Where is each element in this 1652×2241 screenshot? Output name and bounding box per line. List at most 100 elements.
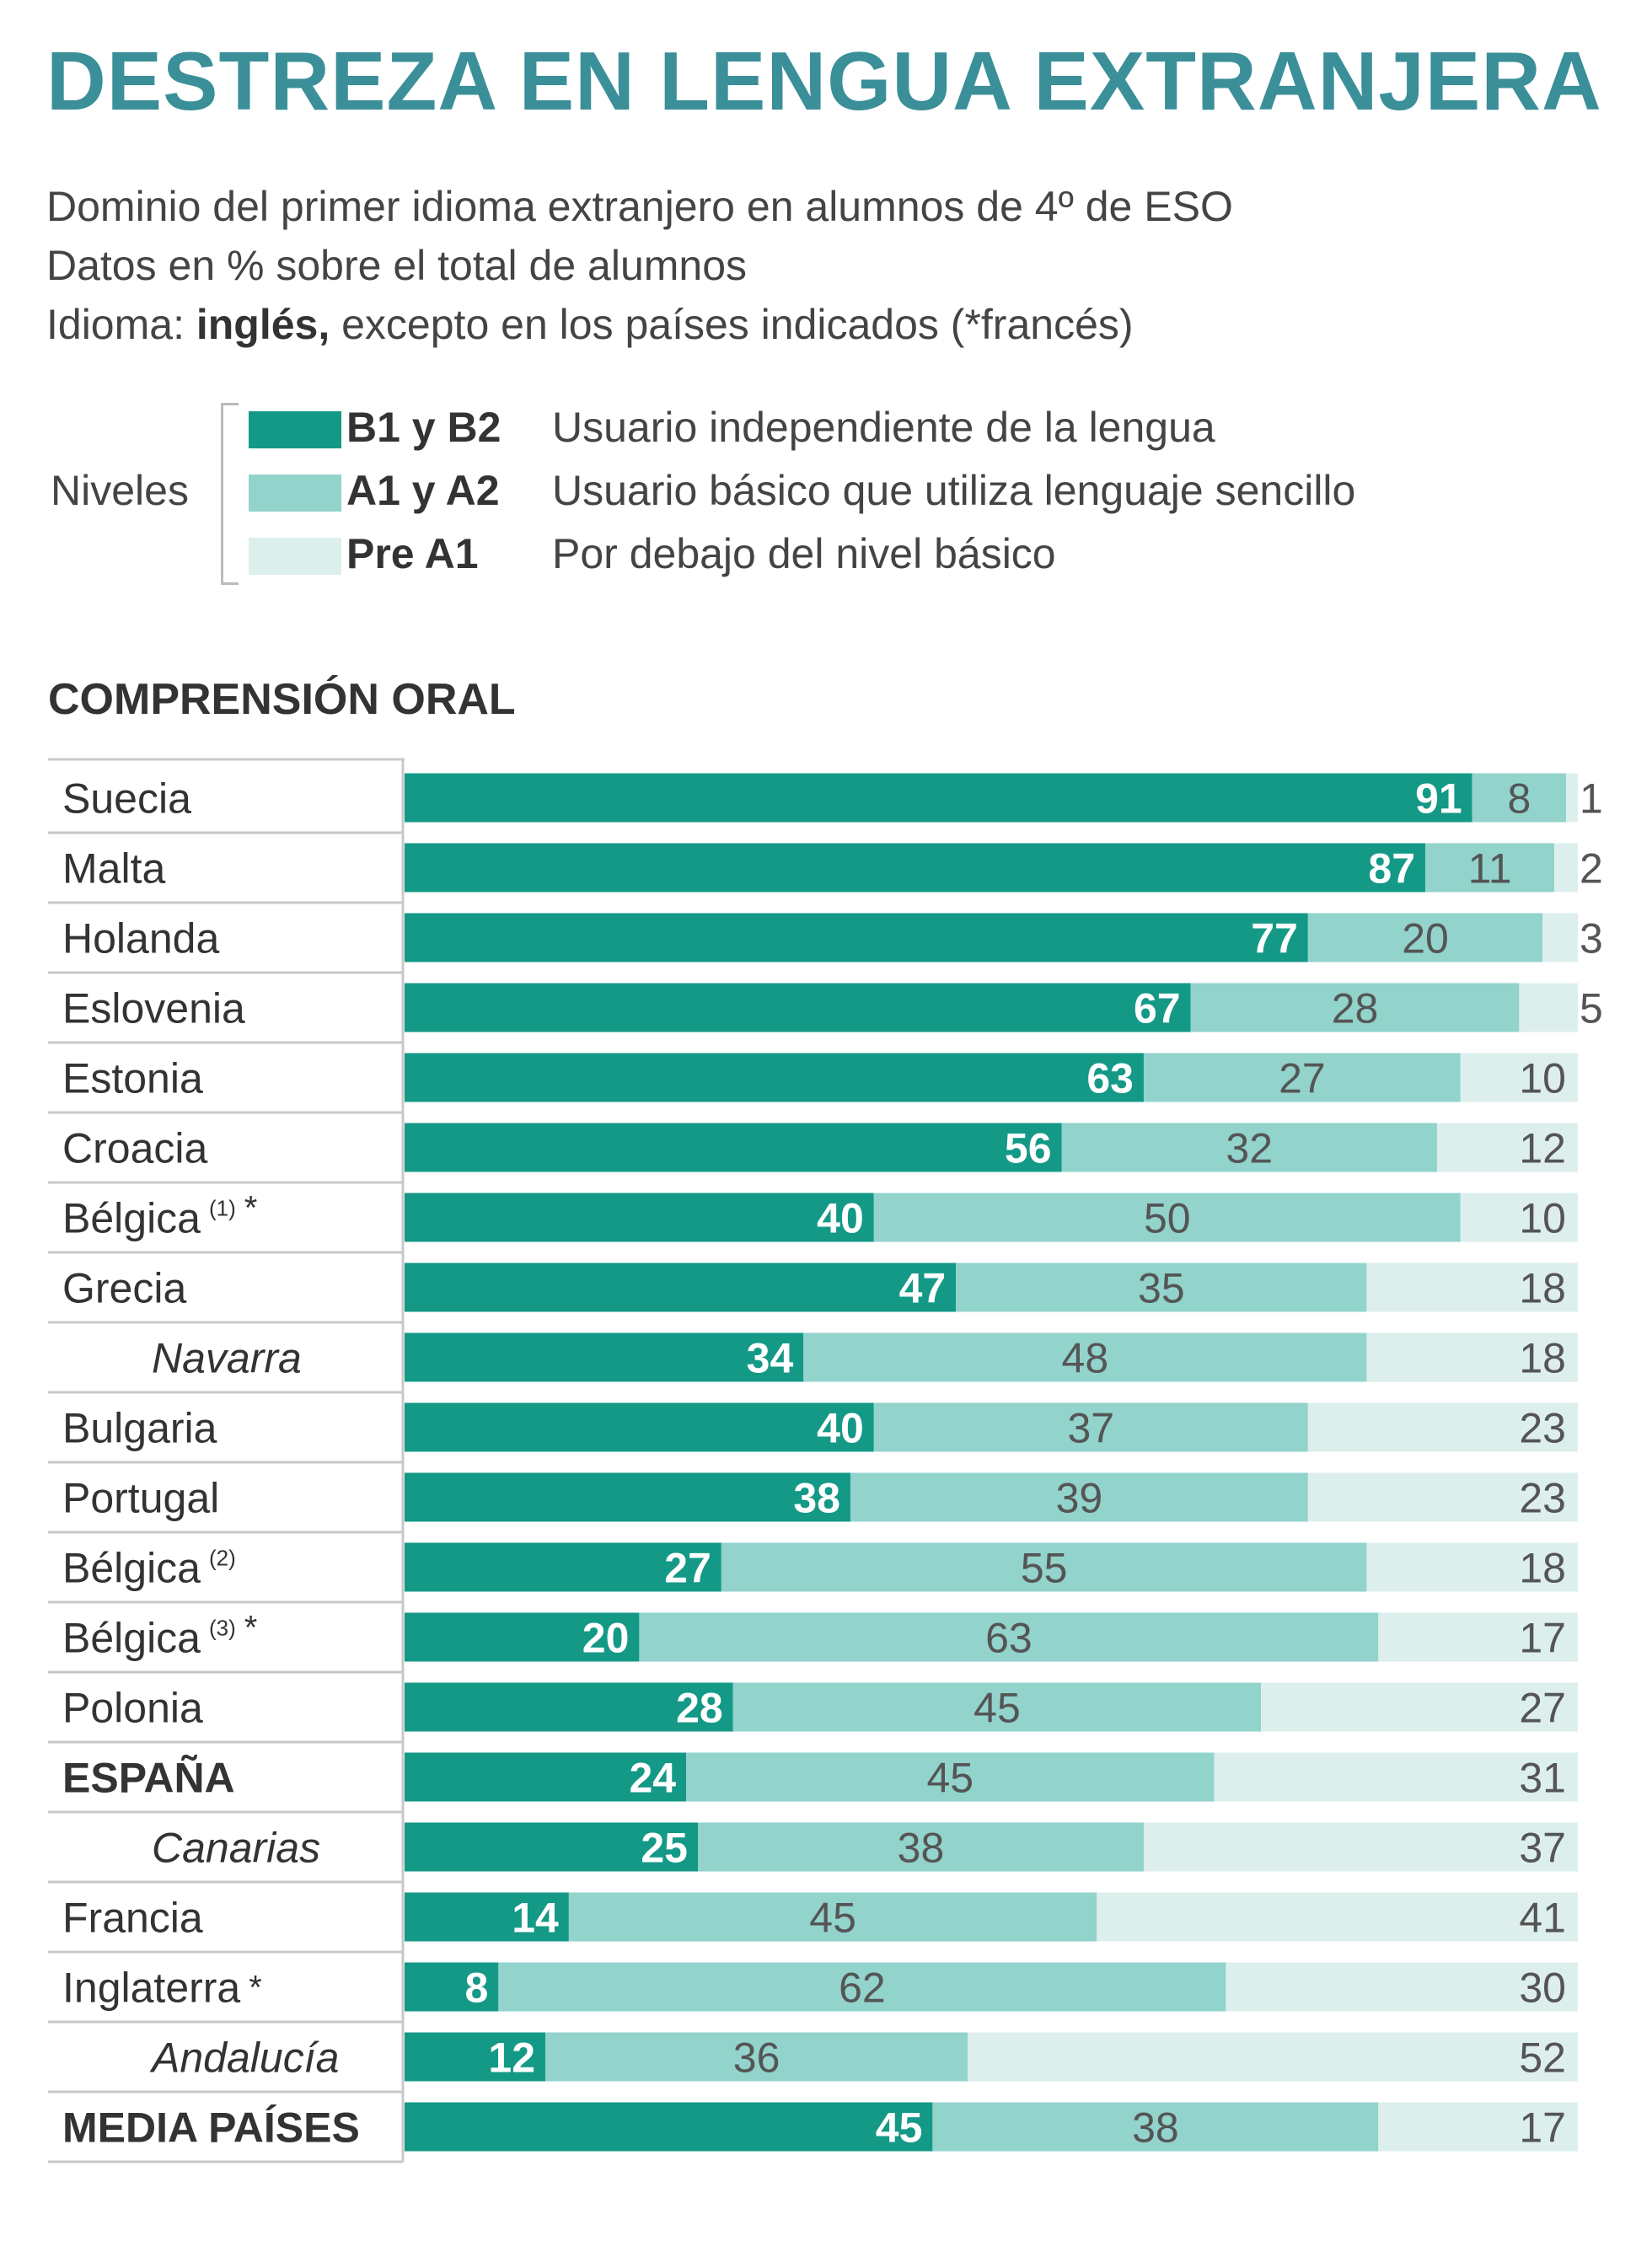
bar-segment	[1366, 1332, 1578, 1382]
data-label: 25	[641, 1825, 688, 1872]
bar-segment	[498, 1962, 1226, 2012]
data-label: 5	[1580, 985, 1603, 1032]
bar-segment	[1307, 1402, 1578, 1452]
data-label: 55	[1021, 1545, 1068, 1592]
chart-row: Grecia 47 35 18	[48, 1263, 1578, 1324]
category-label: Grecia	[62, 1265, 186, 1312]
bar-segment	[405, 913, 1308, 962]
data-label: 67	[1134, 985, 1181, 1032]
bar-segment	[1307, 1472, 1578, 1522]
data-label: 1	[1580, 775, 1603, 823]
data-label: 48	[1062, 1335, 1109, 1382]
data-label: 23	[1519, 1475, 1566, 1522]
bar-segment	[698, 1822, 1144, 1872]
data-label: 18	[1519, 1335, 1566, 1382]
data-label: 41	[1519, 1895, 1566, 1942]
chart-row: MEDIA PAÍSES 45 38 17	[48, 2102, 1578, 2163]
legend-swatch-prea1	[249, 538, 341, 575]
category-label: Suecia	[62, 775, 191, 823]
data-label: 40	[817, 1405, 864, 1452]
bar-segment	[968, 2032, 1578, 2082]
data-label: 45	[809, 1895, 856, 1942]
chart-row: Inglaterra * 8 62 30	[48, 1962, 1578, 2024]
bar-segment	[1519, 983, 1578, 1032]
legend-desc-prea1: Por debajo del nivel básico	[552, 530, 1056, 577]
bar-segment	[405, 1053, 1144, 1102]
bar-segment	[932, 2102, 1379, 2152]
bar-segment	[1143, 1822, 1578, 1872]
bar-segment	[639, 1612, 1379, 1662]
data-label: 34	[747, 1335, 794, 1382]
chart-row: Canarias 25 38 37	[48, 1822, 1578, 1884]
bar-segment	[405, 1402, 874, 1452]
category-label: Bélgica (3) *	[62, 1610, 257, 1662]
bar-segment	[545, 2032, 968, 2082]
category-label: Malta	[62, 845, 165, 893]
bar-segment	[850, 1472, 1308, 1522]
data-label: 10	[1519, 1195, 1566, 1242]
data-label: 87	[1368, 845, 1415, 893]
subtitle-line-1: Dominio del primer idioma extranjero en …	[46, 183, 1233, 230]
data-label: 14	[512, 1895, 559, 1942]
data-label: 32	[1226, 1125, 1273, 1172]
bar-segment	[568, 1892, 1097, 1942]
legend-desc-b1b2: Usuario independiente de la lengua	[552, 404, 1215, 451]
chart-row: Estonia 63 27 10	[48, 1053, 1578, 1114]
data-label: 27	[664, 1545, 711, 1592]
data-label: 11	[1468, 845, 1512, 893]
bar-segment	[1226, 1962, 1578, 2012]
bar-segment	[686, 1752, 1215, 1802]
category-label: Canarias	[152, 1825, 320, 1872]
data-label: 20	[1402, 915, 1449, 962]
chart-row: Suecia 91 8 1	[48, 773, 1603, 834]
chart-row: Malta 87 11 2	[48, 843, 1603, 904]
data-label: 63	[1086, 1055, 1134, 1102]
chart-row: Holanda 77 20 3	[48, 913, 1603, 974]
bar-segment	[405, 2102, 933, 2152]
subtitle-3-prefix: Idioma:	[46, 301, 196, 348]
data-label: 37	[1068, 1405, 1115, 1452]
data-label: 18	[1519, 1265, 1566, 1312]
data-label: 28	[676, 1685, 723, 1732]
bar-segment	[1366, 1263, 1578, 1312]
data-label: 8	[465, 1965, 489, 2012]
data-label: 10	[1519, 1055, 1566, 1102]
legend-swatch-a1a2	[249, 474, 341, 512]
data-label: 56	[1005, 1125, 1052, 1172]
data-label: 30	[1519, 1965, 1566, 2012]
data-label: 77	[1251, 915, 1298, 962]
subtitle-line-3: Idioma: inglés, excepto en los países in…	[46, 300, 1134, 349]
data-label: 37	[1519, 1825, 1566, 1872]
bar-segment	[1378, 2102, 1578, 2152]
data-label: 39	[1056, 1475, 1103, 1522]
category-label: Polonia	[62, 1685, 203, 1732]
data-label: 12	[1519, 1125, 1566, 1172]
chart-row: Portugal 38 39 23	[48, 1472, 1578, 1534]
category-label: Andalucía	[149, 2035, 339, 2082]
chart-row: Navarra 34 48 18	[48, 1332, 1578, 1394]
data-label: 27	[1279, 1055, 1326, 1102]
category-label: Estonia	[62, 1055, 203, 1102]
bar-segment	[405, 1123, 1062, 1172]
bar-segment	[956, 1263, 1367, 1312]
chart-row: Bélgica (3) * 20 63 17	[48, 1610, 1578, 1674]
bar-segment	[405, 1682, 733, 1732]
data-label: 38	[793, 1475, 840, 1522]
bar-segment	[1261, 1682, 1578, 1732]
bar-segment	[1566, 773, 1578, 823]
data-label: 17	[1519, 1615, 1566, 1662]
data-label: 28	[1332, 985, 1379, 1032]
data-label: 31	[1519, 1755, 1566, 1802]
bar-segment	[405, 773, 1472, 823]
category-label: Bélgica (1) *	[62, 1190, 257, 1242]
data-label: 62	[839, 1965, 886, 2012]
data-label: 38	[898, 1825, 945, 1872]
bar-segment	[405, 1542, 721, 1592]
bar-segment	[405, 1962, 499, 2012]
data-label: 18	[1519, 1545, 1566, 1592]
bar-segment	[1190, 983, 1520, 1032]
bar-segment	[405, 1892, 569, 1942]
category-label: Navarra	[152, 1335, 302, 1382]
legend-bracket	[221, 403, 239, 585]
